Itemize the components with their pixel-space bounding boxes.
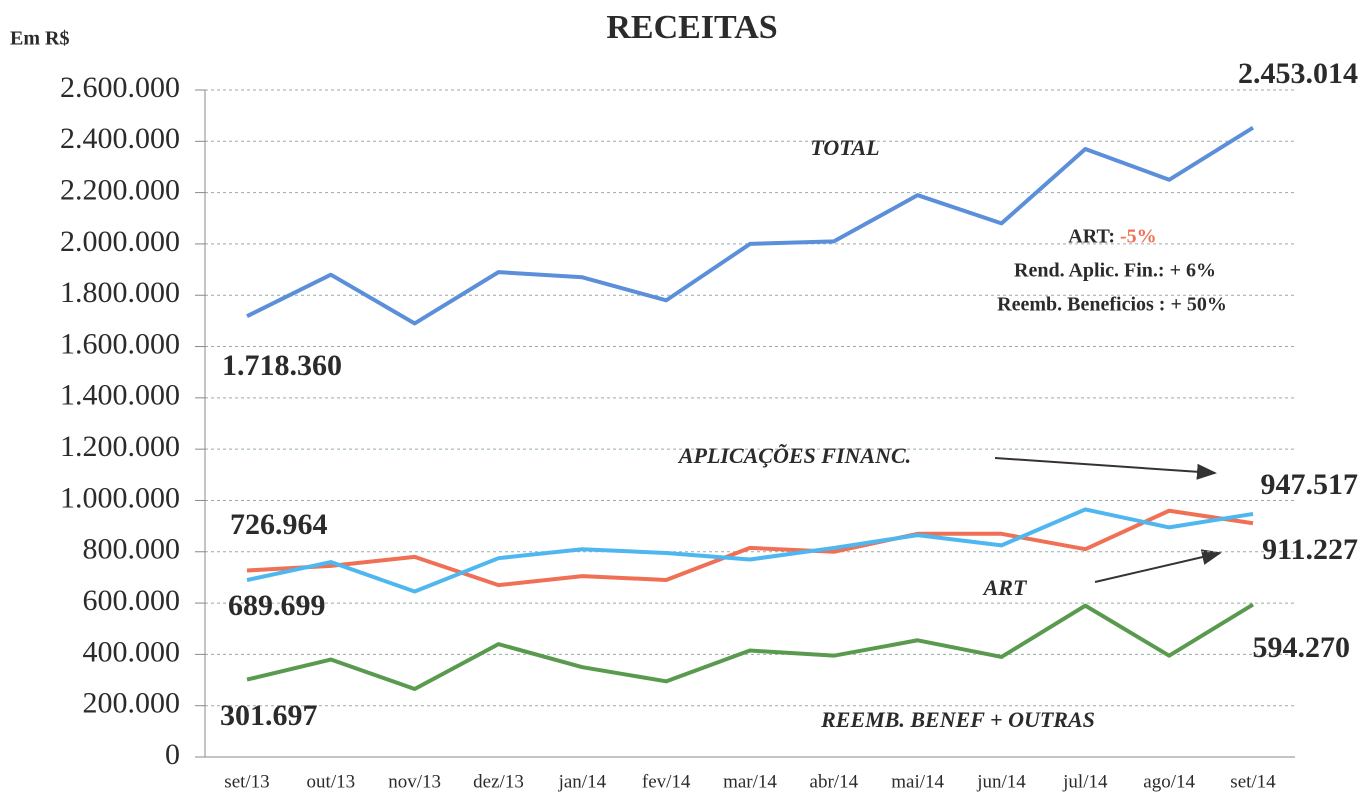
annotation: ART: [1068, 226, 1115, 248]
y-tick-label: 600.000 [83, 584, 181, 617]
arrow [1094, 549, 1222, 583]
y-tick-label: 200.000 [83, 687, 181, 720]
y-tick-label: 800.000 [83, 533, 181, 566]
x-tick-label: fev/14 [642, 771, 691, 792]
data-label: 947.517 [1261, 468, 1359, 501]
series-line [246, 126, 1255, 326]
data-label: 911.227 [1262, 533, 1358, 566]
x-tick-label: jun/14 [976, 771, 1026, 792]
annotation: -5% [1120, 226, 1157, 248]
y-tick-label: 2.600.000 [60, 71, 180, 104]
data-label: 1.718.360 [222, 349, 342, 382]
y-tick-label: 1.600.000 [60, 327, 180, 360]
annotation: Reemb. Beneficios : + 50% [997, 294, 1227, 316]
y-axis-label: Em R$ [10, 28, 69, 50]
x-tick-label: abr/14 [810, 771, 859, 792]
x-tick-label: nov/13 [388, 771, 441, 792]
data-label: 301.697 [220, 699, 318, 732]
y-tick-label: 1.400.000 [60, 379, 180, 412]
series-line [246, 602, 1255, 692]
chart-title: RECEITAS [606, 9, 777, 46]
x-tick-label: out/13 [307, 771, 356, 792]
data-label: 689.699 [228, 589, 326, 622]
data-label: 594.270 [1253, 631, 1351, 664]
series-line [246, 508, 1254, 588]
x-tick-label: set/14 [1230, 771, 1276, 792]
x-tick-label: set/13 [224, 771, 269, 792]
y-tick-label: 1.200.000 [60, 430, 180, 463]
x-tick-label: mar/14 [723, 771, 777, 792]
y-tick-label: 2.400.000 [60, 122, 180, 155]
series-label: TOTAL [810, 135, 879, 160]
y-tick-label: 2.000.000 [60, 225, 180, 258]
x-tick-label: ago/14 [1143, 771, 1195, 792]
x-tick-label: jan/14 [558, 771, 607, 792]
y-tick-label: 2.200.000 [60, 174, 180, 207]
series-line [246, 507, 1254, 594]
arrow [994, 457, 1217, 480]
series-label: APLICAÇÕES FINANC. [677, 443, 911, 468]
annotation: Rend. Aplic. Fin.: + 6% [1014, 260, 1216, 282]
y-tick-label: 1.000.000 [60, 481, 180, 514]
y-tick-label: 0 [165, 738, 180, 771]
x-tick-label: mai/14 [891, 771, 944, 792]
y-tick-label: 1.800.000 [60, 276, 180, 309]
x-tick-label: dez/13 [473, 771, 524, 792]
data-label: 2.453.014 [1238, 57, 1358, 90]
series-label: REEMB. BENEF + OUTRAS [820, 707, 1095, 732]
x-tick-label: jul/14 [1062, 771, 1108, 792]
data-label: 726.964 [230, 508, 328, 541]
series-label: ART [982, 575, 1028, 600]
y-tick-label: 400.000 [83, 635, 181, 668]
